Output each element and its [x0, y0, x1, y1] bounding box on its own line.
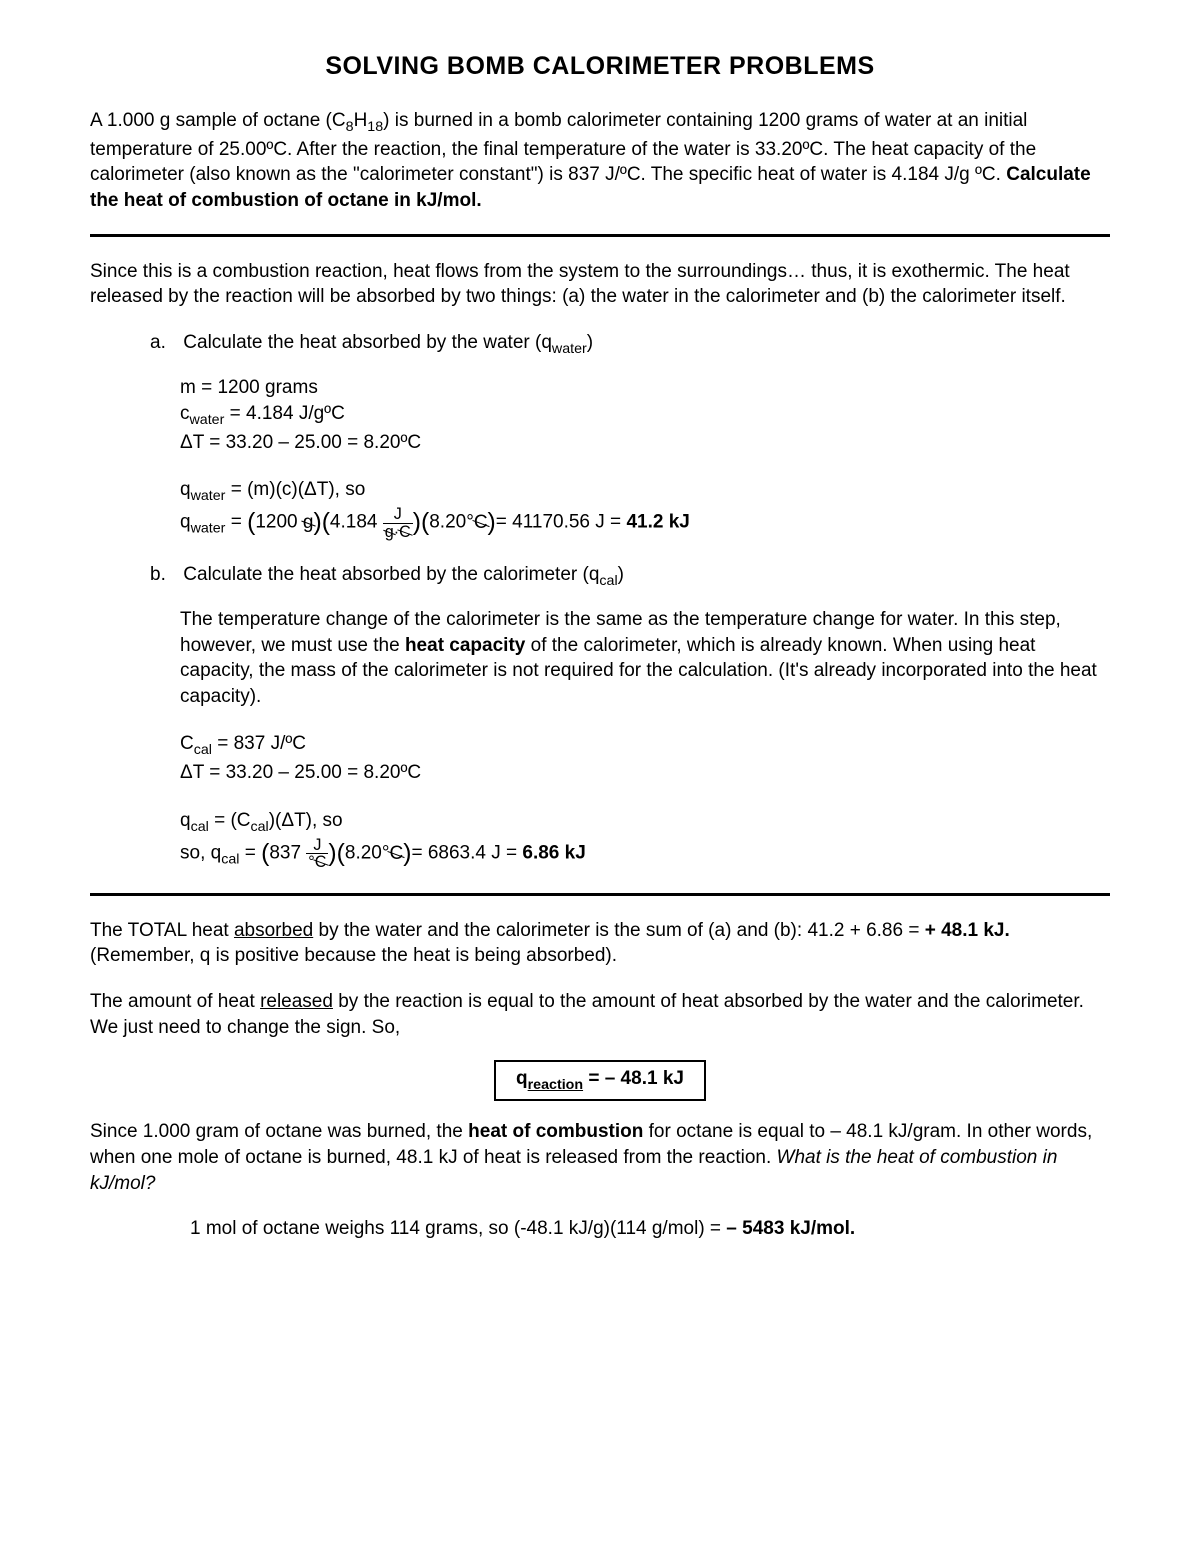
final-bold: – 5483 kJ/mol.	[726, 1218, 855, 1239]
box-sub: reaction	[528, 1077, 583, 1093]
calcb-dt: 8.20	[345, 843, 382, 864]
cal-constant: 837	[568, 164, 600, 185]
mass-line: m = 1200 grams	[180, 375, 1110, 401]
s3-pre: Since 1.000 gram of octane was burned, t…	[90, 1121, 468, 1142]
problem-statement: A 1.000 g sample of octane (C8H18) is bu…	[90, 108, 1110, 214]
page-title: SOLVING BOMB CALORIMETER PROBLEMS	[90, 50, 1110, 84]
s1-bold: + 48.1 kJ.	[925, 920, 1010, 941]
divider	[90, 234, 1110, 237]
formula-c-sub: 8	[346, 119, 354, 135]
calc-m: 1200	[255, 512, 297, 533]
summary-2: The amount of heat released by the react…	[90, 989, 1110, 1040]
c-sub: water	[190, 411, 225, 427]
step-b-title: Calculate the heat absorbed by the calor…	[183, 564, 599, 585]
s1-pre: The TOTAL heat	[90, 920, 234, 941]
result-j: 41170.56	[512, 512, 590, 533]
box-pre: q	[516, 1068, 528, 1089]
s1-under: absorbed	[234, 920, 313, 941]
temp-initial: 25.00	[219, 139, 267, 160]
step-a-given: m = 1200 grams cwater = 4.184 J/gºC ΔT =…	[180, 375, 1110, 455]
intro-paragraph: Since this is a combustion reaction, hea…	[90, 259, 1110, 310]
dtb-line: ΔT = 33.20 – 25.00 = 8.20ºC	[180, 760, 1110, 786]
summary-3: Since 1.000 gram of octane was burned, t…	[90, 1119, 1110, 1196]
s1-mid: by the water and the calorimeter is the …	[313, 920, 925, 941]
box-val: = – 48.1 kJ	[583, 1068, 684, 1089]
eq-sub: water	[191, 488, 226, 504]
step-b-label: b.	[150, 562, 178, 588]
step-a-label: a.	[150, 330, 178, 356]
step-b-para: The temperature change of the calorimete…	[180, 607, 1110, 710]
dt-line: ΔT = 33.20 – 25.00 = 8.20ºC	[180, 430, 1110, 456]
eqb-pre: q	[180, 810, 191, 831]
s1-after: (Remember, q is positive because the hea…	[90, 945, 617, 966]
c-val: = 4.184 J/gºC	[224, 403, 345, 424]
sample-mass: 1.000	[107, 110, 155, 131]
calc-dt: 8.20	[429, 512, 466, 533]
temp-final: 33.20	[755, 139, 803, 160]
eqb-sub2: cal	[251, 819, 269, 835]
b-para-bold: heat capacity	[405, 635, 525, 656]
s3-bold: heat of combustion	[468, 1121, 643, 1142]
final-answer: 1 mol of octane weighs 114 grams, so (-4…	[190, 1216, 1110, 1242]
q-water-sub: water	[552, 341, 587, 357]
boxed-result: qreaction = – 48.1 kJ	[90, 1060, 1110, 1101]
eq-pre: q	[180, 479, 191, 500]
result-kj: 41.2 kJ	[626, 512, 689, 533]
eqb-sub: cal	[191, 819, 209, 835]
step-a: a. Calculate the heat absorbed by the wa…	[150, 330, 1110, 540]
formula-h-sub: 18	[367, 119, 383, 135]
step-b-calc: qcal = (Ccal)(ΔT), so so, qcal = (837 J°…	[180, 808, 1110, 871]
divider-2	[90, 893, 1110, 896]
water-c: 4.184	[892, 164, 940, 185]
s2-pre: The amount of heat	[90, 991, 260, 1012]
final-pre: 1 mol of octane weighs 114 grams, so (-4…	[190, 1218, 726, 1239]
cb-sub: cal	[194, 742, 212, 758]
q-cal-sub: cal	[599, 573, 617, 589]
eqb-mid: = (C	[209, 810, 251, 831]
resultb-kj: 6.86 kJ	[522, 843, 585, 864]
cb-pre: C	[180, 733, 194, 754]
eq-rest: = (m)(c)(ΔT), so	[225, 479, 365, 500]
water-mass: 1200	[758, 110, 800, 131]
resultb-j: 6863.4	[428, 843, 486, 864]
formula-h: H	[354, 110, 368, 131]
summary-1: The TOTAL heat absorbed by the water and…	[90, 918, 1110, 969]
eqb-rest: )(ΔT), so	[269, 810, 343, 831]
cb-val: = 837 J/ºC	[212, 733, 306, 754]
calcb-c: 837	[269, 843, 301, 864]
step-a-title: Calculate the heat absorbed by the water…	[183, 332, 552, 353]
step-a-calc: qwater = (m)(c)(ΔT), so qwater = (1200 g…	[180, 477, 1110, 540]
calc-c: 4.184	[330, 512, 378, 533]
formula-c: C	[332, 110, 346, 131]
step-b-given: Ccal = 837 J/ºC ΔT = 33.20 – 25.00 = 8.2…	[180, 731, 1110, 786]
s2-under: released	[260, 991, 333, 1012]
c-pre: c	[180, 403, 190, 424]
step-b: b. Calculate the heat absorbed by the ca…	[150, 562, 1110, 871]
